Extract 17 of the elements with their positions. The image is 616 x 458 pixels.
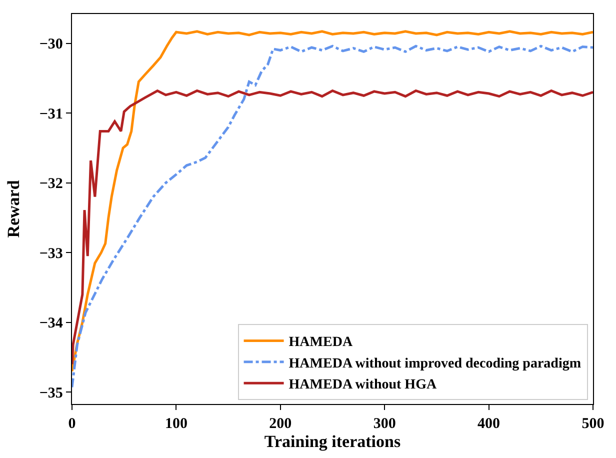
y-tick-label: −30	[39, 36, 63, 53]
y-axis-title: Reward	[4, 180, 23, 238]
x-tick-label: 200	[269, 416, 292, 432]
x-axis-title: Training iterations	[264, 432, 401, 452]
x-tick-label: 100	[164, 416, 188, 432]
y-tick-label: −32	[39, 176, 63, 192]
y-tick-label: −31	[39, 106, 63, 122]
legend-label: HAMEDA	[288, 335, 354, 350]
x-tick-label: 500	[582, 416, 604, 432]
x-tick-label: 300	[373, 416, 396, 432]
y-tick-label: −33	[39, 246, 63, 262]
x-tick-label: 0	[68, 416, 76, 432]
y-tick-label: −34	[39, 316, 64, 332]
legend-label: HAMEDA without improved decoding paradigm	[288, 356, 582, 372]
legend-label: HAMEDA without HGA	[288, 378, 438, 393]
y-tick-label: −35	[39, 385, 63, 402]
x-tick-label: 400	[478, 416, 500, 432]
